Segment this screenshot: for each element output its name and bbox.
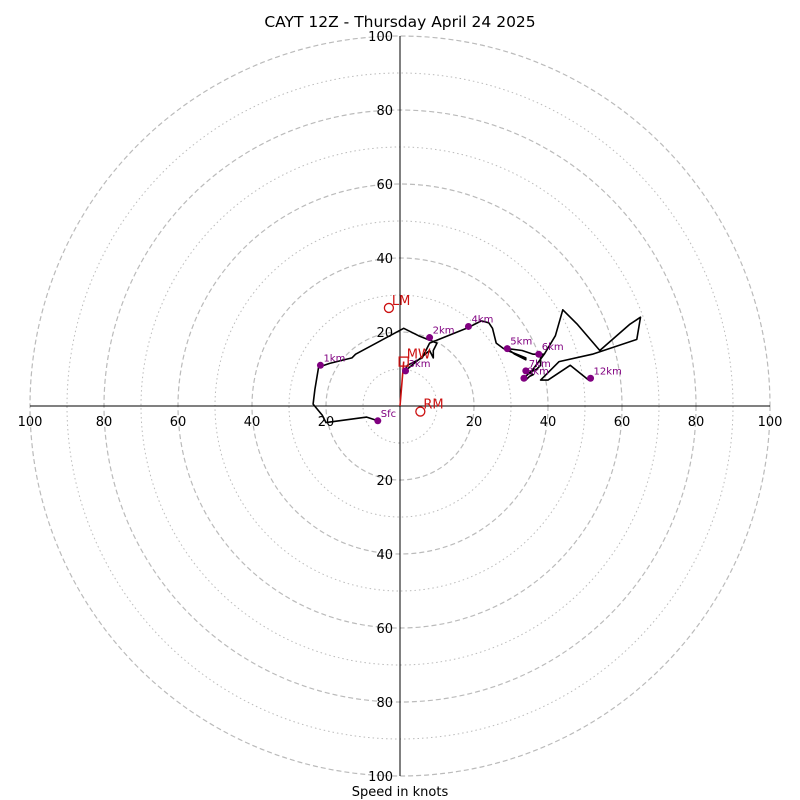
tick-label-bottom-100: 100: [368, 770, 393, 785]
height-label-12km: 12km: [594, 366, 622, 377]
tick-label-bottom-40: 40: [376, 548, 393, 563]
height-label-4km: 4km: [471, 314, 493, 325]
height-marker-1km: [316, 361, 324, 369]
storm-motion-label-mw: MW: [407, 348, 431, 363]
chart-title: CAYT 12Z - Thursday April 24 2025: [264, 13, 535, 31]
height-label-5km: 5km: [510, 337, 532, 348]
tick-label-left-100: 100: [18, 415, 43, 430]
mean-wind-vector: [399, 361, 405, 407]
height-label-6km: 6km: [542, 342, 564, 353]
tick-label-top-100: 100: [368, 30, 393, 45]
storm-motion-marker-lm: [383, 302, 395, 314]
tick-label-right-80: 80: [688, 415, 705, 430]
height-marker-4km: [464, 322, 472, 330]
height-label-8km: 8km: [527, 366, 549, 377]
tick-label-bottom-80: 80: [376, 696, 393, 711]
height-label-sfc: Sfc: [381, 409, 396, 420]
tick-label-right-60: 60: [614, 415, 631, 430]
height-marker-2km: [426, 334, 434, 342]
tick-label-right-40: 40: [540, 415, 557, 430]
storm-motion-label-rm: RM: [423, 398, 443, 413]
storm-motion-marker-rm: [415, 406, 426, 417]
tick-label-top-60: 60: [376, 178, 393, 193]
height-marker-12km: [587, 374, 595, 382]
height-label-1km: 1km: [323, 353, 345, 364]
tick-label-top-80: 80: [376, 104, 393, 119]
hodograph-line: [312, 308, 642, 424]
tick-label-top-20: 20: [376, 326, 393, 341]
x-axis-label: Speed in knots: [352, 785, 449, 800]
height-marker-8km: [520, 374, 528, 382]
tick-label-left-80: 80: [96, 415, 113, 430]
height-marker-5km: [503, 345, 511, 353]
tick-label-left-40: 40: [244, 415, 261, 430]
storm-motion-marker-mw: [398, 356, 409, 367]
tick-label-bottom-60: 60: [376, 622, 393, 637]
height-label-7km: 7km: [529, 359, 551, 370]
tick-label-right-100: 100: [758, 415, 783, 430]
tick-label-left-60: 60: [170, 415, 187, 430]
tick-label-right-20: 20: [466, 415, 483, 430]
height-marker-7km: [522, 367, 530, 375]
height-marker-6km: [535, 350, 543, 358]
storm-motion-label-lm: LM: [392, 294, 410, 309]
tick-label-top-40: 40: [376, 252, 393, 267]
height-label-2km: 2km: [433, 326, 455, 337]
height-label-3km: 3km: [409, 359, 431, 370]
tick-label-bottom-20: 20: [376, 474, 393, 489]
height-marker-3km: [402, 367, 410, 375]
height-marker-sfc: [374, 417, 382, 425]
